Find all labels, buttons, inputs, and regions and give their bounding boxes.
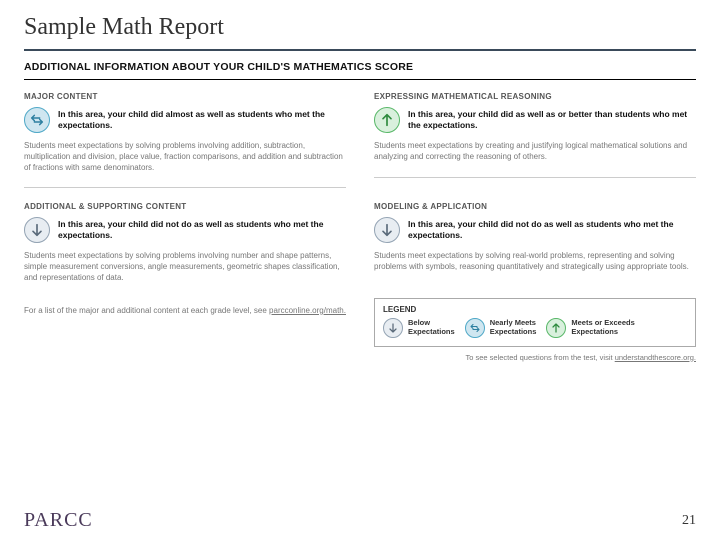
brand-logo: PARCC <box>24 509 93 532</box>
legend-box: LEGEND Below Expectations N <box>374 298 696 347</box>
section-description: Students meet expectations by solving pr… <box>24 139 346 173</box>
section-description: Students meet expectations by solving pr… <box>24 249 346 283</box>
down-arrow-icon <box>374 217 400 243</box>
performance-row: In this area, your child did not do as w… <box>374 217 696 249</box>
up-arrow-icon <box>374 107 400 133</box>
slide-footer: PARCC 21 <box>0 501 720 540</box>
section-major-content: MAJOR CONTENT In this area, your child d… <box>24 92 346 198</box>
section-heading: EXPRESSING MATHEMATICAL REASONING <box>374 92 696 107</box>
legend-note-lead: To see selected questions from the test,… <box>465 353 614 362</box>
performance-row: In this area, your child did not do as w… <box>24 217 346 249</box>
legend-items: Below Expectations Nearly Meets Expectat… <box>383 318 687 338</box>
legend-label-line2: Expectations <box>490 327 537 336</box>
section-rule <box>24 187 346 188</box>
legend-item-nearly: Nearly Meets Expectations <box>465 318 537 338</box>
up-arrow-icon <box>546 318 566 338</box>
legend-label: Meets or Exceeds Expectations <box>571 319 634 336</box>
swap-icon <box>24 107 50 133</box>
page-number: 21 <box>682 513 696 529</box>
performance-row: In this area, your child did almost as w… <box>24 107 346 139</box>
section-description: Students meet expectations by creating a… <box>374 139 696 163</box>
slide-title: Sample Math Report <box>0 0 720 49</box>
report-body: ADDITIONAL INFORMATION ABOUT YOUR CHILD'… <box>0 51 720 362</box>
section-heading: MAJOR CONTENT <box>24 92 346 107</box>
legend-label: Below Expectations <box>408 319 455 336</box>
down-arrow-icon <box>383 318 403 338</box>
section-description: Students meet expectations by solving re… <box>374 249 696 273</box>
performance-text: In this area, your child did not do as w… <box>408 217 696 241</box>
footnote: For a list of the major and additional c… <box>24 288 346 362</box>
performance-text: In this area, your child did not do as w… <box>58 217 346 241</box>
performance-text: In this area, your child did as well as … <box>408 107 696 131</box>
section-reasoning: EXPRESSING MATHEMATICAL REASONING In thi… <box>374 92 696 198</box>
swap-icon <box>465 318 485 338</box>
down-arrow-icon <box>24 217 50 243</box>
legend-label-line2: Expectations <box>408 327 455 336</box>
legend-item-meets: Meets or Exceeds Expectations <box>546 318 634 338</box>
slide: Sample Math Report ADDITIONAL INFORMATIO… <box>0 0 720 540</box>
footnote-link[interactable]: parcconline.org/math. <box>269 306 346 315</box>
footnote-lead: For a list of the major and additional c… <box>24 306 269 315</box>
performance-text: In this area, your child did almost as w… <box>58 107 346 131</box>
legend-column: LEGEND Below Expectations N <box>374 288 696 362</box>
section-heading: ADDITIONAL & SUPPORTING CONTENT <box>24 202 346 217</box>
legend-label-line2: Expectations <box>571 327 618 336</box>
report-title: ADDITIONAL INFORMATION ABOUT YOUR CHILD'… <box>24 61 696 79</box>
legend-item-below: Below Expectations <box>383 318 455 338</box>
legend-note: To see selected questions from the test,… <box>374 347 696 362</box>
section-modeling: MODELING & APPLICATION In this area, you… <box>374 202 696 283</box>
performance-row: In this area, your child did as well as … <box>374 107 696 139</box>
legend-label: Nearly Meets Expectations <box>490 319 537 336</box>
section-rule <box>374 177 696 178</box>
legend-title: LEGEND <box>383 305 687 318</box>
sections-grid: MAJOR CONTENT In this area, your child d… <box>24 80 696 362</box>
section-heading: MODELING & APPLICATION <box>374 202 696 217</box>
section-additional: ADDITIONAL & SUPPORTING CONTENT In this … <box>24 202 346 283</box>
legend-note-link[interactable]: understandthescore.org. <box>615 353 696 362</box>
